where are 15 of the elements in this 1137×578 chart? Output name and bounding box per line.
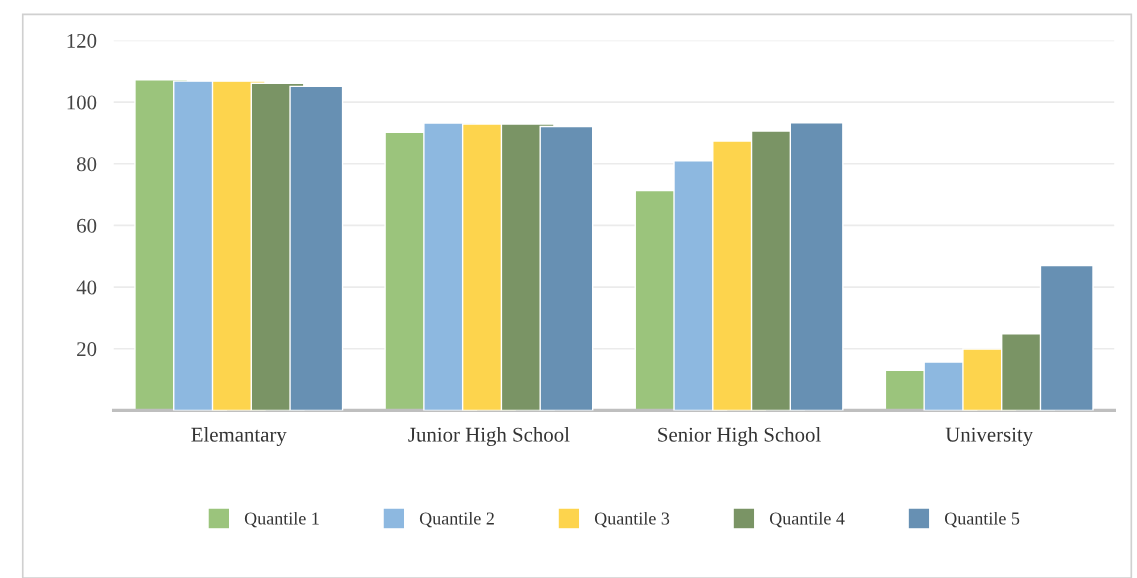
y-tick-label: 60: [77, 218, 97, 233]
legend-label: Quantile 4: [769, 511, 845, 528]
legend-label: Quantile 1: [244, 511, 319, 528]
legend-label: Quantile 3: [594, 511, 670, 528]
y-tick-label: 20: [77, 342, 97, 357]
legend-label: Quantile 5: [944, 511, 1020, 528]
legend-label: Quantile 2: [419, 511, 494, 528]
y-tick-label: 40: [76, 280, 97, 295]
x-tick-label: Junior High School: [408, 427, 570, 446]
x-tick-label: Elemantary: [191, 427, 287, 446]
x-tick-label: Senior High School: [658, 427, 821, 446]
y-tick-label: 100: [67, 95, 97, 110]
y-tick-label: 80: [76, 157, 97, 172]
y-tick-label: 120: [67, 33, 97, 48]
x-tick-label: University: [945, 427, 1034, 446]
